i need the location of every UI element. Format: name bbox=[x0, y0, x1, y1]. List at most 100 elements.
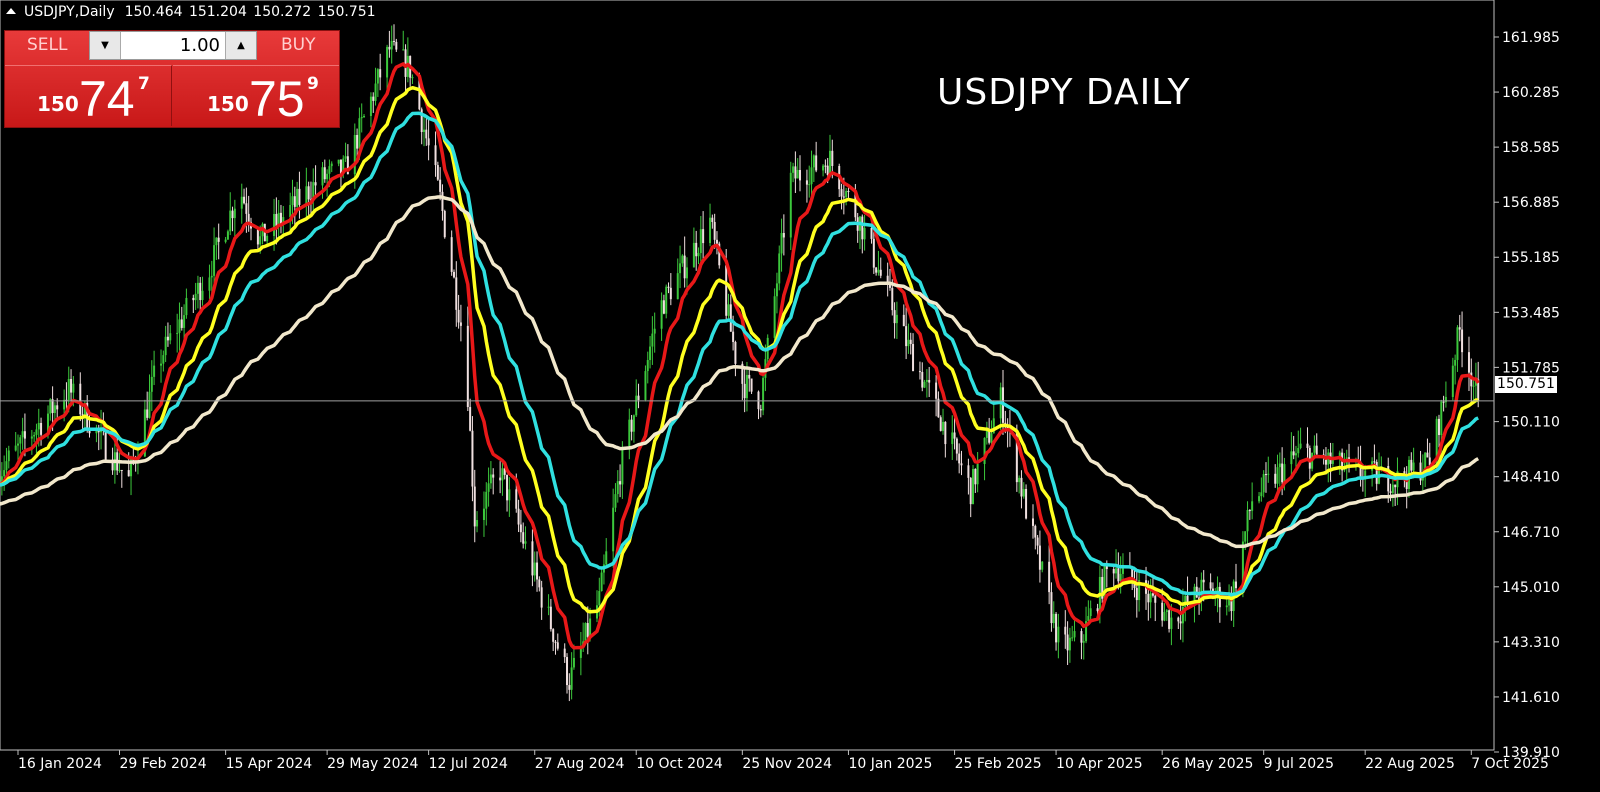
buy-button[interactable]: BUY bbox=[281, 35, 316, 55]
bull-candle bbox=[46, 413, 49, 435]
bull-candle bbox=[344, 156, 347, 159]
bull-candle bbox=[1018, 477, 1021, 483]
bear-candle bbox=[531, 541, 534, 576]
bear-candle bbox=[298, 188, 301, 205]
bear-candle bbox=[879, 269, 882, 276]
bear-candle bbox=[459, 322, 462, 326]
bear-candle bbox=[538, 579, 541, 588]
x-tick-label: 25 Nov 2024 bbox=[742, 756, 832, 772]
bear-candle bbox=[1036, 537, 1039, 546]
bull-candle bbox=[194, 293, 197, 301]
bear-candle bbox=[522, 532, 525, 544]
bear-candle bbox=[434, 145, 437, 166]
bear-candle bbox=[1419, 462, 1422, 481]
bull-candle bbox=[983, 437, 986, 464]
bull-candle bbox=[1225, 605, 1228, 608]
buy-price-main: 75 bbox=[249, 71, 305, 127]
bull-candle bbox=[745, 374, 748, 399]
bull-candle bbox=[226, 231, 229, 240]
bull-candle bbox=[19, 437, 22, 444]
bear-candle bbox=[902, 314, 905, 327]
bull-candle bbox=[951, 432, 954, 445]
bull-candle bbox=[49, 399, 52, 414]
bull-candle bbox=[1412, 462, 1415, 471]
chart-title: USDJPY DAILY bbox=[937, 72, 1191, 113]
bear-candle bbox=[1198, 597, 1201, 601]
bull-candle bbox=[1290, 451, 1293, 465]
bull-candle bbox=[1454, 359, 1457, 366]
bear-candle bbox=[619, 481, 622, 485]
bull-candle bbox=[369, 96, 372, 117]
bear-candle bbox=[293, 196, 296, 207]
bear-candle bbox=[831, 150, 834, 166]
bull-candle bbox=[358, 118, 361, 149]
x-tick-label: 29 Feb 2024 bbox=[119, 756, 206, 772]
bull-candle bbox=[665, 286, 668, 314]
bear-candle bbox=[499, 477, 502, 481]
bull-candle bbox=[330, 163, 333, 167]
bull-candle bbox=[1138, 580, 1141, 601]
lot-size-stepper[interactable]: ▼ 1.00 ▲ bbox=[89, 31, 257, 60]
lot-size-input[interactable]: 1.00 bbox=[179, 35, 220, 56]
bear-candle bbox=[427, 138, 430, 146]
bear-candle bbox=[1410, 459, 1413, 471]
y-tick-label: 139.910 bbox=[1502, 745, 1560, 761]
bull-candle bbox=[1440, 401, 1443, 436]
bear-candle bbox=[702, 229, 705, 244]
bull-candle bbox=[266, 235, 269, 242]
bull-candle bbox=[1258, 496, 1261, 502]
bull-candle bbox=[277, 212, 280, 226]
bear-candle bbox=[1373, 461, 1376, 463]
bull-candle bbox=[37, 422, 40, 430]
bear-candle bbox=[953, 432, 956, 439]
bull-candle bbox=[185, 297, 188, 316]
bull-candle bbox=[240, 196, 243, 209]
bull-candle bbox=[1082, 641, 1085, 643]
increase-lot-icon[interactable]: ▲ bbox=[225, 32, 256, 59]
bull-candle bbox=[259, 236, 262, 245]
bear-candle bbox=[886, 275, 889, 283]
bear-candle bbox=[245, 203, 248, 214]
bull-candle bbox=[0, 476, 3, 486]
bull-candle bbox=[985, 430, 988, 438]
buy-price-button[interactable]: 150 75 9 bbox=[173, 65, 339, 127]
bull-candle bbox=[628, 419, 631, 448]
bull-candle bbox=[653, 328, 656, 334]
bear-candle bbox=[1405, 480, 1408, 489]
bull-candle bbox=[1149, 593, 1152, 603]
bear-candle bbox=[725, 265, 728, 316]
sell-price-button[interactable]: 150 74 7 bbox=[5, 65, 172, 127]
bear-candle bbox=[1179, 621, 1182, 624]
bull-candle bbox=[685, 267, 688, 279]
bull-candle bbox=[773, 296, 776, 338]
bull-candle bbox=[210, 275, 213, 278]
bear-candle bbox=[275, 214, 278, 226]
bull-candle bbox=[812, 155, 815, 168]
chart-header: USDJPY,Daily 150.464 151.204 150.272 150.… bbox=[6, 4, 376, 20]
bear-candle bbox=[243, 196, 246, 204]
bear-candle bbox=[1186, 595, 1189, 604]
bull-candle bbox=[130, 459, 133, 477]
bear-candle bbox=[1230, 594, 1233, 612]
bear-candle bbox=[79, 383, 82, 415]
bull-candle bbox=[183, 315, 186, 328]
bear-candle bbox=[552, 629, 555, 642]
bear-candle bbox=[759, 409, 762, 411]
bear-candle bbox=[314, 182, 317, 186]
bear-candle bbox=[1020, 477, 1023, 497]
bear-candle bbox=[937, 398, 940, 418]
bear-candle bbox=[1458, 327, 1461, 330]
decrease-lot-icon[interactable]: ▼ bbox=[90, 32, 121, 59]
bear-candle bbox=[436, 165, 439, 180]
bear-candle bbox=[824, 165, 827, 167]
bear-candle bbox=[466, 325, 469, 408]
bear-candle bbox=[729, 304, 732, 332]
bear-candle bbox=[323, 167, 326, 180]
collapse-triangle-icon[interactable] bbox=[6, 8, 16, 14]
bull-candle bbox=[1451, 365, 1454, 397]
bear-candle bbox=[875, 267, 878, 273]
bull-candle bbox=[7, 450, 10, 462]
bear-candle bbox=[847, 191, 850, 193]
sell-button[interactable]: SELL bbox=[27, 35, 68, 55]
